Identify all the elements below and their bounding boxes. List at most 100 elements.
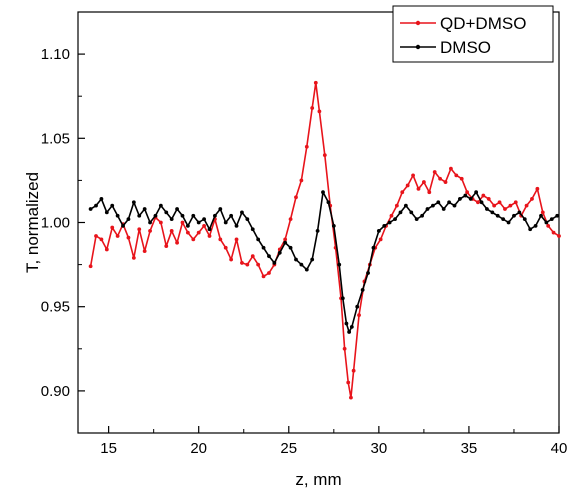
data-point-dmso (349, 325, 354, 329)
data-point-dmso (250, 227, 255, 232)
data-point-qd-dmso (240, 261, 244, 265)
data-point-dmso (347, 330, 352, 334)
data-point-dmso (261, 245, 266, 250)
data-point-qd-dmso (137, 227, 142, 232)
data-point-qd-dmso (175, 240, 179, 245)
data-point-dmso (376, 229, 381, 233)
data-point-qd-dmso (443, 180, 448, 184)
data-point-dmso (420, 213, 424, 218)
data-point-qd-dmso (158, 220, 163, 225)
data-point-dmso (522, 217, 527, 222)
data-point-qd-dmso (357, 313, 361, 318)
data-point-dmso (393, 217, 397, 222)
data-point-dmso (387, 220, 392, 225)
data-point-dmso (94, 203, 98, 208)
data-point-dmso (544, 220, 549, 225)
data-point-dmso (223, 220, 228, 225)
data-point-dmso (88, 207, 93, 211)
data-point-dmso (148, 220, 152, 225)
data-point-qd-dmso (202, 223, 207, 228)
data-point-dmso (355, 304, 360, 309)
data-point-qd-dmso (459, 176, 464, 181)
data-point-qd-dmso (126, 235, 131, 240)
y-tick-label-0.95: 0.95 (41, 299, 70, 316)
data-point-qd-dmso (400, 190, 405, 195)
data-point-dmso (425, 207, 430, 211)
data-point-dmso (240, 210, 244, 215)
data-point-dmso (452, 203, 457, 208)
data-point-dmso (175, 207, 179, 211)
data-point-dmso (142, 207, 147, 211)
data-point-dmso (409, 210, 414, 215)
y-tick-label-1.10: 1.10 (41, 46, 70, 63)
data-point-qd-dmso (164, 244, 169, 248)
data-point-dmso (315, 229, 320, 233)
data-point-dmso (474, 190, 479, 195)
data-point-qd-dmso (524, 203, 529, 208)
data-point-dmso (331, 223, 336, 228)
data-point-qd-dmso (196, 230, 201, 235)
data-point-qd-dmso (449, 166, 453, 171)
data-point-dmso (110, 203, 115, 208)
data-point-qd-dmso (261, 274, 266, 279)
data-point-qd-dmso (503, 207, 507, 211)
data-point-dmso (344, 321, 349, 326)
x-axis-title: z, mm (295, 470, 341, 489)
data-point-qd-dmso (294, 195, 298, 200)
data-point-dmso (104, 210, 109, 215)
x-tick-label-35: 35 (461, 440, 478, 457)
data-point-dmso (463, 193, 468, 198)
data-point-dmso (414, 217, 419, 222)
data-point-dmso (441, 207, 446, 211)
data-point-qd-dmso (148, 229, 152, 233)
series-line-qd-dmso (89, 81, 560, 399)
data-point-dmso (512, 213, 516, 218)
data-point-dmso (431, 203, 435, 208)
data-point-dmso (539, 213, 543, 218)
data-point-qd-dmso (229, 257, 234, 262)
data-point-qd-dmso (530, 197, 534, 201)
data-point-qd-dmso (180, 220, 185, 225)
data-point-qd-dmso (256, 262, 261, 267)
data-point-qd-dmso (310, 106, 315, 110)
data-point-dmso (164, 210, 169, 215)
data-point-qd-dmso (304, 144, 309, 149)
data-point-qd-dmso (351, 368, 356, 373)
data-point-dmso (121, 223, 125, 228)
x-tick-label-20: 20 (190, 440, 207, 457)
data-point-dmso (458, 197, 462, 201)
data-point-dmso (468, 197, 473, 201)
data-point-qd-dmso (508, 203, 513, 208)
legend: QD+DMSO DMSO (392, 5, 554, 63)
legend-label-qd-dmso: QD+DMSO (440, 14, 526, 33)
legend-marker-qd-dmso (415, 20, 421, 26)
data-point-dmso (288, 245, 293, 250)
data-point-qd-dmso (142, 249, 147, 254)
data-point-qd-dmso (486, 197, 491, 201)
data-point-qd-dmso (115, 234, 120, 238)
data-point-qd-dmso (481, 193, 486, 198)
data-point-qd-dmso (99, 237, 104, 242)
data-point-dmso (299, 262, 304, 267)
data-point-qd-dmso (313, 80, 318, 85)
series-qd-dmso (88, 80, 561, 400)
data-point-dmso (382, 223, 387, 228)
data-point-qd-dmso (169, 229, 174, 233)
data-point-dmso (126, 217, 131, 222)
data-point-qd-dmso (557, 234, 561, 238)
data-point-qd-dmso (476, 200, 480, 205)
data-point-qd-dmso (322, 153, 327, 158)
data-point-dmso (272, 261, 277, 265)
data-point-qd-dmso (342, 346, 347, 351)
data-point-dmso (245, 217, 250, 222)
data-point-dmso (310, 257, 315, 262)
data-point-dmso (229, 213, 234, 218)
data-point-qd-dmso (104, 247, 109, 252)
data-point-qd-dmso (207, 234, 212, 238)
data-point-dmso (321, 190, 325, 195)
data-point-dmso (185, 223, 190, 228)
data-point-qd-dmso (427, 190, 432, 195)
data-point-dmso (501, 217, 506, 222)
data-point-qd-dmso (191, 237, 196, 242)
